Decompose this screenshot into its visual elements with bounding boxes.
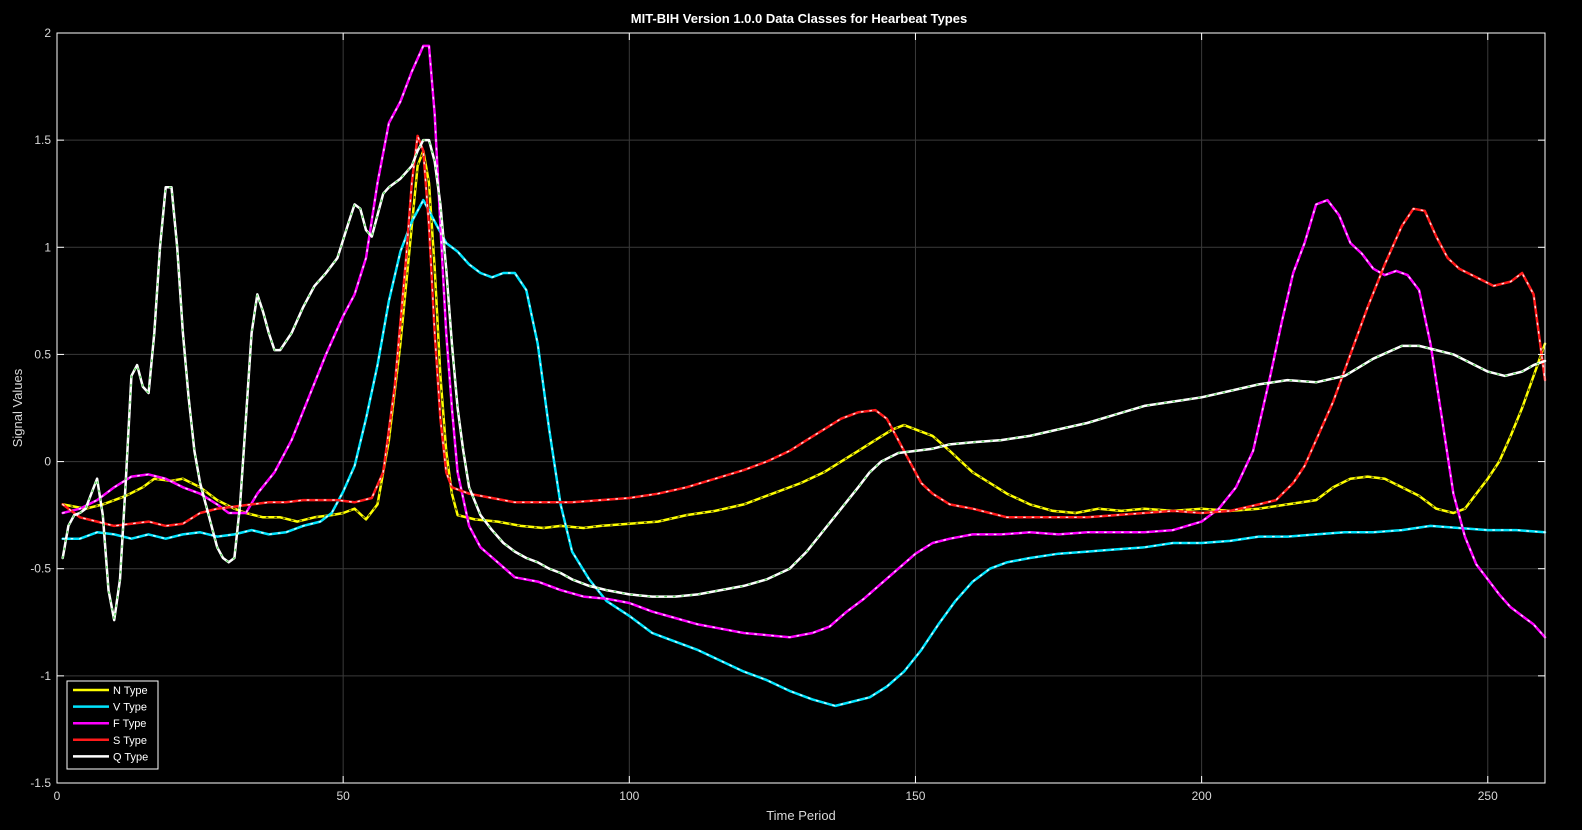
y-tick-label: -0.5 [30, 562, 51, 576]
series-line [61, 149, 1547, 530]
ticks: 0 50 100 150 200 250 -1.5 -1 -0.5 0 0.5 1 1.5 2 [30, 26, 1545, 803]
series-n-type [61, 148, 1547, 530]
legend-label: F Type [113, 718, 146, 730]
x-tick-label: 250 [1478, 789, 1498, 803]
x-tick-label: 100 [619, 789, 639, 803]
y-tick-label: 1.5 [34, 133, 51, 147]
x-tick-label: 0 [54, 789, 61, 803]
y-tick-label: -1 [40, 669, 51, 683]
legend-label: N Type [113, 685, 148, 697]
series-q-type [61, 138, 1547, 622]
series-marker-dots [62, 45, 1546, 639]
series-marker-dots [62, 139, 1546, 621]
series-v-type [61, 198, 1547, 708]
chart-title: MIT-BIH Version 1.0.0 Data Classes for H… [631, 11, 967, 26]
legend-box [66, 680, 159, 770]
series-f-type [61, 44, 1547, 639]
series-line [61, 134, 1547, 528]
y-tick-label: 0.5 [34, 347, 51, 361]
x-tick-label: 200 [1192, 789, 1212, 803]
y-tick-label: 0 [44, 455, 51, 469]
x-tick-label: 150 [905, 789, 925, 803]
x-axis-label: Time Period [766, 808, 836, 823]
legend-label: V Type [113, 702, 147, 714]
series-marker-dots [62, 198, 1546, 707]
y-tick-label: 1 [44, 240, 51, 254]
legend: N Type V Type F Type S Type Q Type [66, 680, 159, 770]
y-tick-label: 2 [44, 26, 51, 40]
y-tick-label: -1.5 [30, 776, 51, 790]
series-s-type [61, 134, 1547, 528]
y-axis-label: Signal Values [10, 368, 25, 447]
series-layer [61, 44, 1547, 708]
legend-label: Q Type [113, 751, 148, 763]
plot-area-frame [56, 32, 1546, 784]
legend-label: S Type [113, 735, 147, 747]
x-tick-label: 50 [336, 789, 350, 803]
